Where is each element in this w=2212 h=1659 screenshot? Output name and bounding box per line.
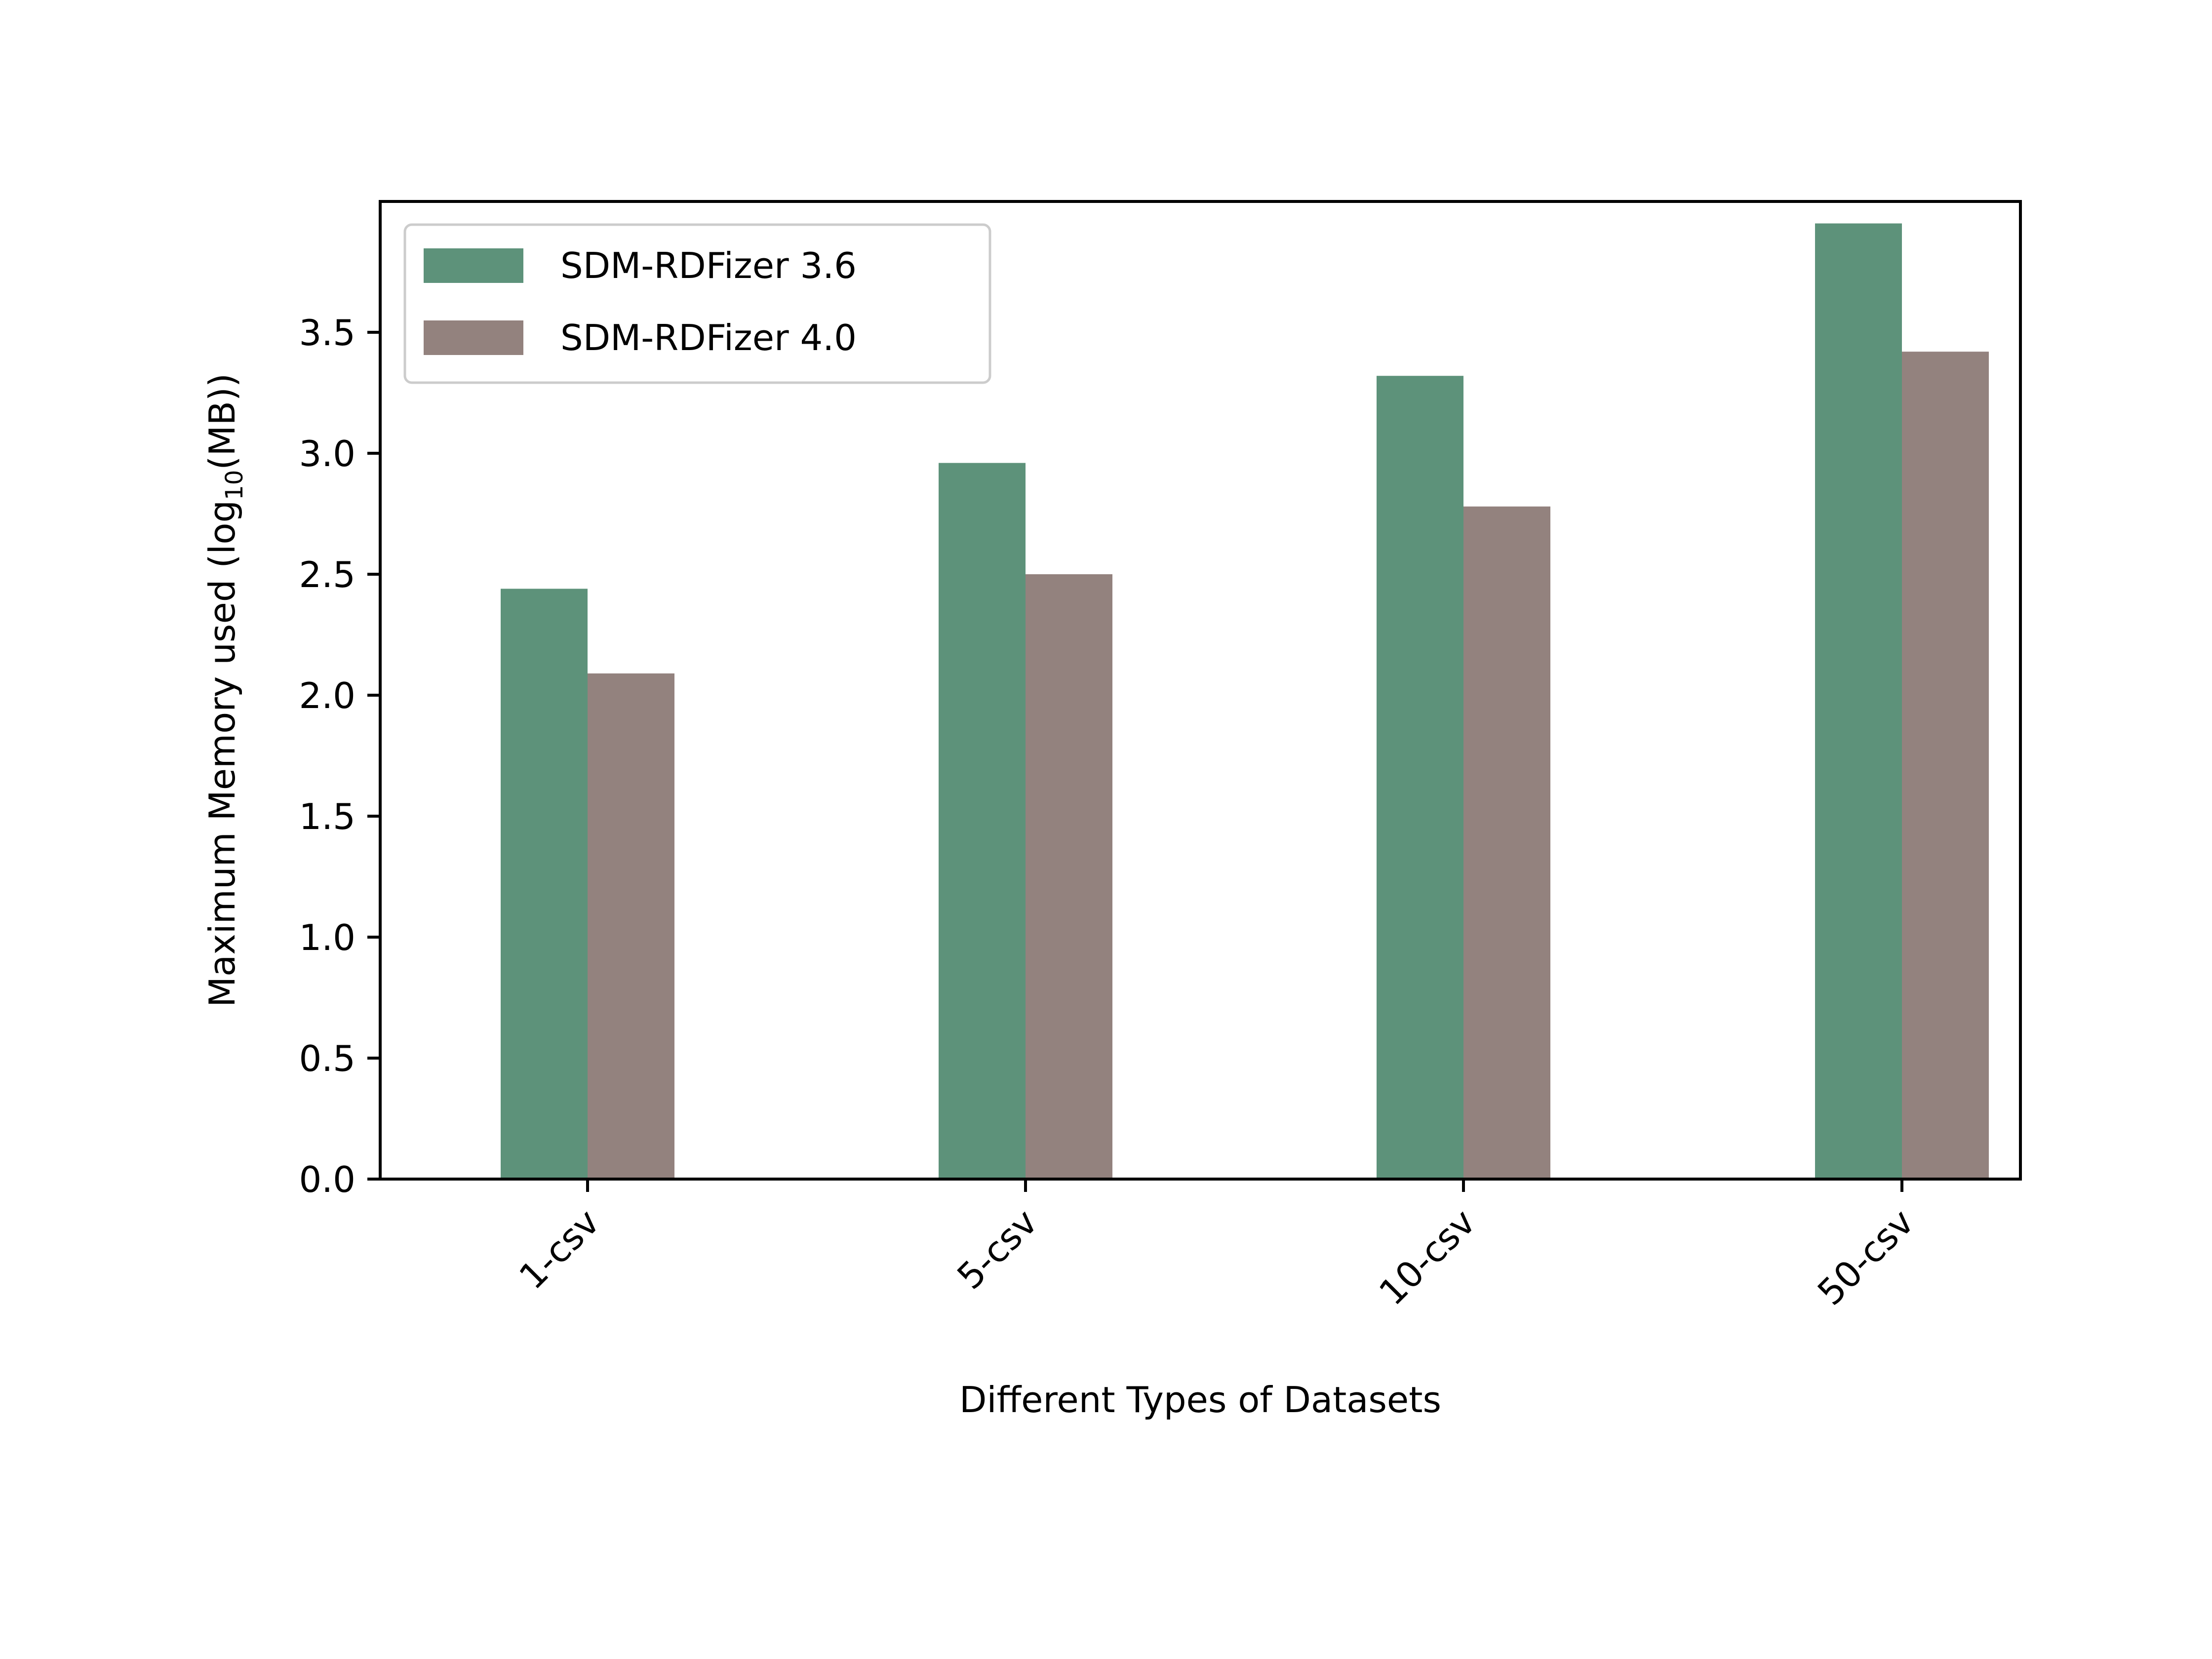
legend-box <box>403 223 991 384</box>
legend: SDM-RDFizer 3.6 SDM-RDFizer 4.0 <box>403 223 991 384</box>
y-tick-label: 2.0 <box>299 675 356 716</box>
legend-label-series-2: SDM-RDFizer 4.0 <box>560 317 857 358</box>
bar-10-csv-series-1 <box>1377 376 1463 1180</box>
bar-5-csv-series-1 <box>939 463 1026 1179</box>
bar-5-csv-series-2 <box>1026 574 1112 1179</box>
bar-1-csv-series-2 <box>588 673 674 1179</box>
y-tick-label: 3.0 <box>299 433 356 474</box>
y-tick-label: 3.5 <box>299 312 356 354</box>
bar-50-csv-series-1 <box>1815 223 1902 1179</box>
legend-swatch-series-2 <box>424 320 523 355</box>
y-axis: 0.0 0.5 1.0 1.5 2.0 2.5 3.0 3.5 <box>299 312 380 1200</box>
y-axis-label-suffix: (MB)) <box>201 373 243 470</box>
y-axis-label-prefix: Maximum Memory used (log <box>201 500 243 1007</box>
plot-frame <box>379 200 2022 1181</box>
y-tick-label: 0.0 <box>299 1159 356 1200</box>
x-axis-label: Different Types of Datasets <box>959 1379 1441 1421</box>
y-axis-label-subscript: 10 <box>221 470 248 500</box>
y-tick-label: 0.5 <box>299 1038 356 1079</box>
bar-10-csv-series-2 <box>1463 506 1550 1179</box>
y-tick-label: 1.5 <box>299 796 356 837</box>
bar-1-csv-series-1 <box>501 589 588 1179</box>
y-tick-label: 2.5 <box>299 554 356 595</box>
y-axis-label: Maximum Memory used (log10(MB)) <box>201 373 248 1007</box>
legend-label-series-1: SDM-RDFizer 3.6 <box>560 245 857 286</box>
bar-50-csv-series-2 <box>1902 352 1989 1180</box>
bars-group <box>501 223 1989 1180</box>
legend-swatch-series-1 <box>424 248 523 283</box>
y-tick-label: 1.0 <box>299 917 356 958</box>
